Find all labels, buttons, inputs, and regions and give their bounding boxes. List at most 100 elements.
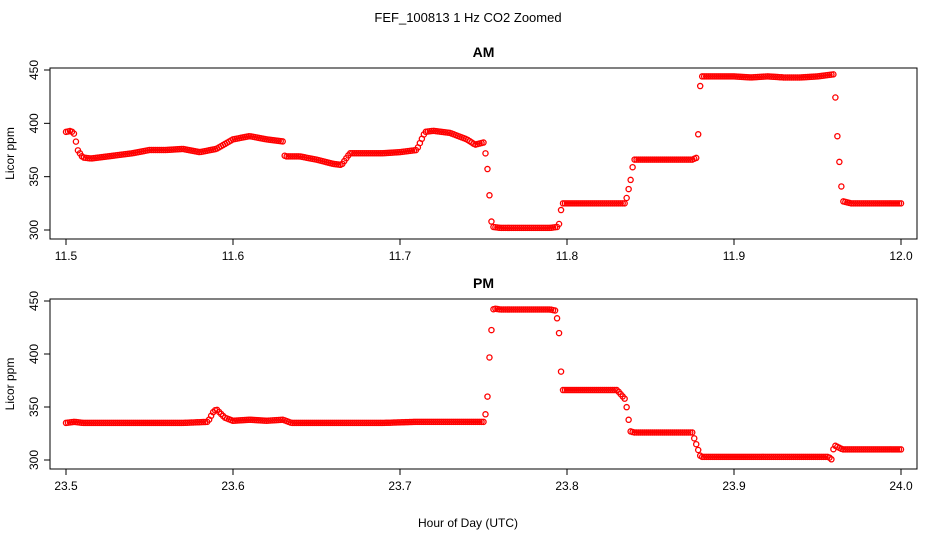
data-point xyxy=(428,418,436,426)
data-point xyxy=(518,224,525,232)
data-point xyxy=(873,446,881,453)
data-point xyxy=(92,419,100,427)
data-point xyxy=(669,156,676,163)
data-point xyxy=(728,453,736,461)
data-point xyxy=(164,419,171,427)
data-point xyxy=(856,446,863,453)
data-point xyxy=(516,224,523,232)
data-point xyxy=(675,156,682,163)
data-point xyxy=(142,419,149,427)
data-point xyxy=(790,74,797,81)
data-point xyxy=(859,200,867,207)
data-point xyxy=(673,429,680,436)
data-point xyxy=(557,206,565,214)
data-point xyxy=(460,418,467,426)
data-point xyxy=(573,386,581,394)
data-point xyxy=(474,418,481,426)
data-point xyxy=(615,200,622,207)
data-point xyxy=(669,429,676,436)
data-point xyxy=(641,156,648,163)
y-axis-label-am: Licor ppm xyxy=(3,127,17,180)
data-point xyxy=(579,386,587,394)
data-point xyxy=(754,453,762,461)
data-point xyxy=(663,156,670,163)
data-point xyxy=(869,446,877,453)
data-point xyxy=(434,418,442,426)
data-point xyxy=(651,156,658,163)
data-point xyxy=(514,224,521,232)
data-point xyxy=(368,149,376,157)
data-point xyxy=(140,419,147,427)
data-point xyxy=(647,429,654,436)
data-point xyxy=(883,200,891,207)
data-point xyxy=(659,156,666,163)
data-point xyxy=(726,73,734,80)
data-point xyxy=(535,224,543,232)
data-point xyxy=(774,453,781,461)
data-point xyxy=(527,306,535,313)
y-tick-label-pm: 450 xyxy=(27,291,41,311)
data-point xyxy=(846,446,853,453)
data-point xyxy=(621,200,628,207)
data-point xyxy=(523,306,531,313)
y-tick-label-pm: 350 xyxy=(27,397,41,417)
data-point xyxy=(454,418,461,426)
data-point xyxy=(353,419,360,427)
data-point xyxy=(303,419,310,427)
data-point xyxy=(792,74,799,81)
data-point xyxy=(446,418,453,426)
data-point xyxy=(86,419,94,427)
data-point xyxy=(861,200,869,207)
data-point xyxy=(569,386,577,394)
data-point xyxy=(593,386,601,394)
data-point xyxy=(343,419,350,427)
data-point xyxy=(885,200,893,207)
data-point xyxy=(476,418,483,426)
data-point xyxy=(478,418,485,426)
data-point xyxy=(104,419,112,427)
data-point xyxy=(830,71,837,78)
data-point xyxy=(444,418,451,426)
data-point xyxy=(472,418,479,426)
data-point xyxy=(714,73,722,80)
data-point xyxy=(863,446,871,453)
data-point xyxy=(708,73,716,80)
data-point xyxy=(351,419,358,427)
data-point xyxy=(875,200,883,207)
data-point xyxy=(897,446,905,453)
data-point xyxy=(518,306,525,313)
data-point xyxy=(716,73,724,80)
data-point xyxy=(144,419,151,427)
data-point xyxy=(857,200,865,207)
data-point xyxy=(285,153,292,160)
data-point xyxy=(559,200,567,207)
data-point xyxy=(520,224,527,232)
data-point xyxy=(335,419,342,427)
data-point xyxy=(488,218,495,225)
data-point xyxy=(176,419,183,427)
data-point xyxy=(619,200,626,207)
data-point xyxy=(675,429,682,436)
data-point xyxy=(581,386,589,394)
data-point xyxy=(583,200,591,207)
data-point xyxy=(551,307,559,314)
data-point xyxy=(687,156,694,163)
data-point xyxy=(891,200,899,207)
data-point xyxy=(712,453,720,461)
data-point xyxy=(563,200,571,207)
data-point xyxy=(438,418,445,426)
data-point xyxy=(354,419,362,427)
data-point xyxy=(440,418,447,426)
data-point xyxy=(94,419,102,427)
data-point xyxy=(633,429,640,436)
data-point xyxy=(116,419,123,427)
data-point xyxy=(768,453,776,461)
x-tick-label-pm: 23.8 xyxy=(555,479,579,493)
data-point xyxy=(539,306,547,313)
data-point xyxy=(158,146,165,154)
data-point xyxy=(770,453,778,461)
data-point xyxy=(508,306,515,313)
data-point xyxy=(867,200,875,207)
data-point xyxy=(293,153,300,160)
